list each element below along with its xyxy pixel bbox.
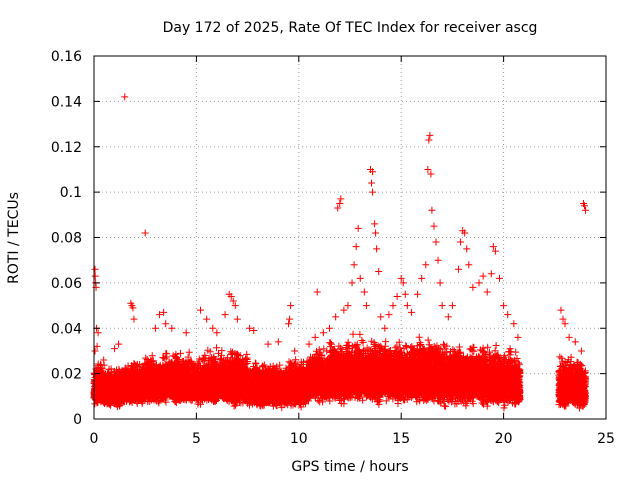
data-points (90, 93, 590, 412)
chart-title: Day 172 of 2025, Rate Of TEC Index for r… (163, 20, 538, 36)
data-point (93, 391, 101, 399)
data-point (91, 374, 99, 382)
x-axis-label: GPS time / hours (291, 459, 408, 475)
data-point (185, 348, 193, 356)
data-point (100, 361, 108, 369)
data-point (94, 394, 102, 402)
y-axis-label: ROTI / TECUs (6, 192, 22, 284)
data-point (176, 349, 184, 357)
data-point (92, 388, 100, 396)
data-point (95, 366, 103, 374)
